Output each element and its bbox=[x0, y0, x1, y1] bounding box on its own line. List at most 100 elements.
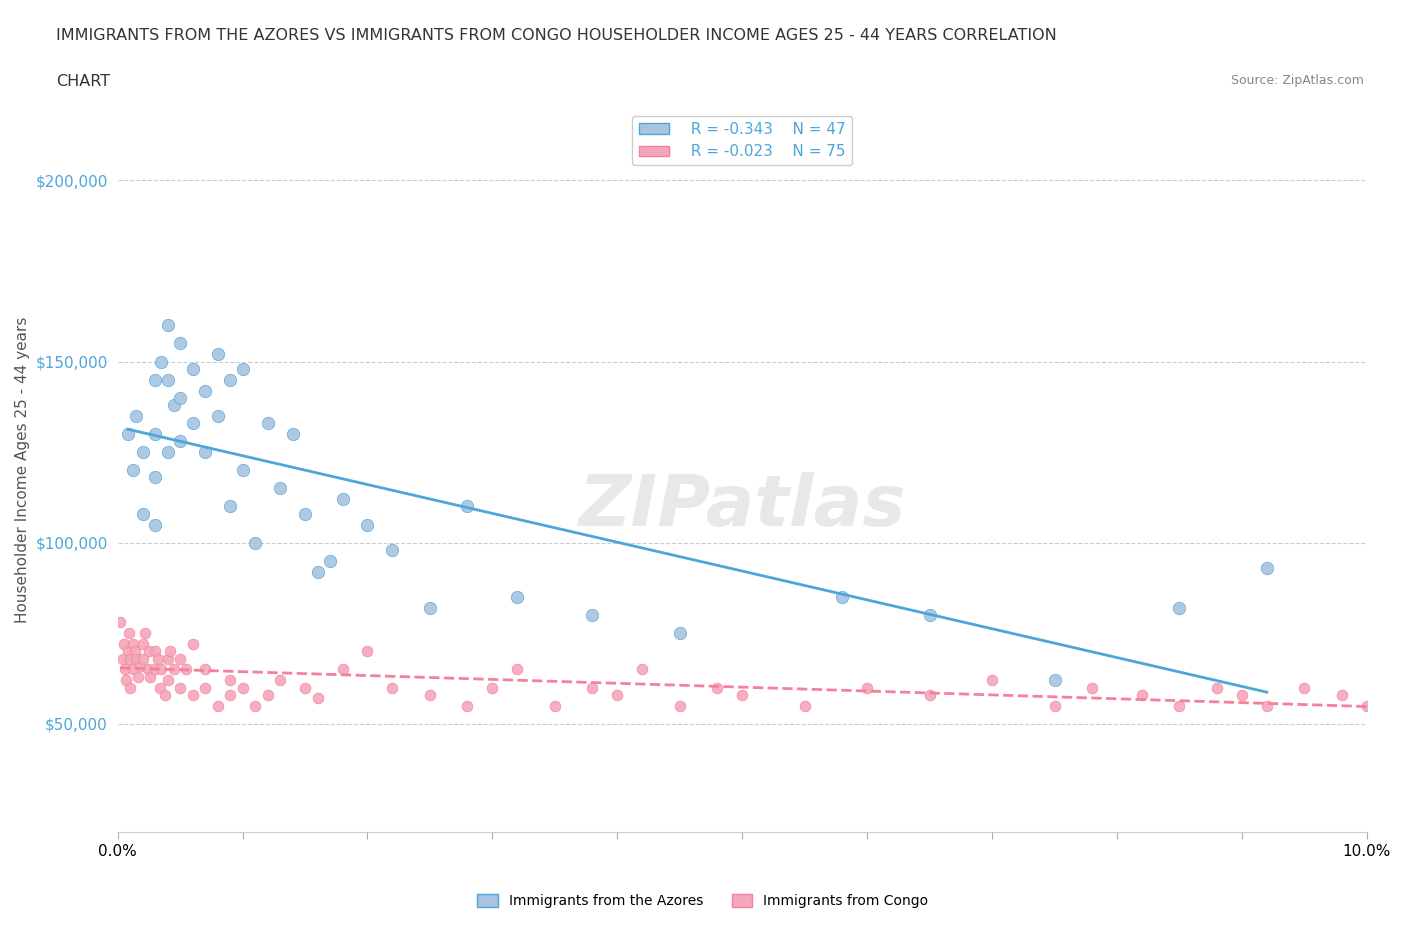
Point bbox=[194, 383, 217, 398]
Point bbox=[120, 651, 142, 666]
Point bbox=[124, 644, 146, 658]
Point bbox=[631, 662, 654, 677]
Point bbox=[831, 590, 853, 604]
Point bbox=[131, 445, 153, 459]
Point bbox=[194, 662, 217, 677]
Text: Source: ZipAtlas.com: Source: ZipAtlas.com bbox=[1230, 74, 1364, 87]
Point bbox=[381, 680, 404, 695]
Point bbox=[219, 372, 242, 387]
Point bbox=[139, 670, 162, 684]
Point bbox=[131, 637, 153, 652]
Point bbox=[581, 607, 603, 622]
Point bbox=[256, 687, 278, 702]
Point bbox=[319, 553, 342, 568]
Point bbox=[456, 698, 478, 713]
Point bbox=[115, 672, 138, 687]
Point bbox=[156, 445, 179, 459]
Point bbox=[1355, 698, 1378, 713]
Point bbox=[131, 506, 153, 521]
Point bbox=[118, 626, 141, 641]
Point bbox=[181, 416, 204, 431]
Point bbox=[219, 672, 242, 687]
Point bbox=[419, 601, 441, 616]
Point bbox=[114, 662, 136, 677]
Point bbox=[731, 687, 754, 702]
Point bbox=[1130, 687, 1153, 702]
Point bbox=[150, 662, 173, 677]
Point bbox=[150, 354, 173, 369]
Point bbox=[181, 362, 204, 377]
Point bbox=[1168, 601, 1191, 616]
Point bbox=[138, 644, 160, 658]
Point bbox=[112, 637, 135, 652]
Point bbox=[207, 347, 229, 362]
Point bbox=[207, 408, 229, 423]
Point bbox=[149, 680, 172, 695]
Point bbox=[256, 416, 278, 431]
Point bbox=[1206, 680, 1229, 695]
Point bbox=[1230, 687, 1253, 702]
Point bbox=[143, 662, 166, 677]
Point bbox=[856, 680, 879, 695]
Point bbox=[153, 687, 176, 702]
Point bbox=[1256, 561, 1278, 576]
Legend: Immigrants from the Azores, Immigrants from Congo: Immigrants from the Azores, Immigrants f… bbox=[472, 889, 934, 914]
Point bbox=[544, 698, 567, 713]
Point bbox=[136, 662, 159, 677]
Point bbox=[1043, 698, 1066, 713]
Point bbox=[121, 637, 143, 652]
Point bbox=[219, 499, 242, 514]
Point bbox=[143, 470, 166, 485]
Point bbox=[156, 372, 179, 387]
Point bbox=[1294, 680, 1316, 695]
Point bbox=[1168, 698, 1191, 713]
Point bbox=[120, 680, 142, 695]
Text: CHART: CHART bbox=[56, 74, 110, 89]
Point bbox=[131, 651, 153, 666]
Point bbox=[506, 590, 529, 604]
Point bbox=[108, 615, 131, 630]
Point bbox=[207, 698, 229, 713]
Point bbox=[356, 517, 378, 532]
Point bbox=[219, 687, 242, 702]
Point bbox=[176, 662, 198, 677]
Point bbox=[117, 644, 139, 658]
Point bbox=[281, 427, 304, 442]
Point bbox=[294, 680, 316, 695]
Point bbox=[156, 318, 179, 333]
Point bbox=[232, 362, 254, 377]
Text: IMMIGRANTS FROM THE AZORES VS IMMIGRANTS FROM CONGO HOUSEHOLDER INCOME AGES 25 -: IMMIGRANTS FROM THE AZORES VS IMMIGRANTS… bbox=[56, 28, 1057, 43]
Point bbox=[294, 506, 316, 521]
Point bbox=[163, 397, 186, 412]
Point bbox=[332, 492, 354, 507]
Point bbox=[243, 698, 266, 713]
Point bbox=[143, 644, 166, 658]
Point bbox=[232, 680, 254, 695]
Point bbox=[269, 481, 291, 496]
Point bbox=[121, 662, 143, 677]
Point bbox=[121, 463, 143, 478]
Point bbox=[307, 691, 329, 706]
Text: ZIPatlas: ZIPatlas bbox=[578, 472, 905, 541]
Point bbox=[169, 433, 191, 448]
Point bbox=[332, 662, 354, 677]
Point bbox=[981, 672, 1004, 687]
Point bbox=[381, 542, 404, 557]
Point bbox=[918, 687, 941, 702]
Point bbox=[143, 372, 166, 387]
Point bbox=[481, 680, 503, 695]
Point bbox=[125, 408, 148, 423]
Point bbox=[1043, 672, 1066, 687]
Point bbox=[194, 680, 217, 695]
Point bbox=[918, 607, 941, 622]
Point bbox=[269, 672, 291, 687]
Point bbox=[581, 680, 603, 695]
Point bbox=[169, 336, 191, 351]
Point bbox=[134, 626, 156, 641]
Point bbox=[1330, 687, 1353, 702]
Point bbox=[668, 626, 690, 641]
Point bbox=[143, 517, 166, 532]
Point bbox=[159, 644, 181, 658]
Point bbox=[307, 565, 329, 579]
Point bbox=[143, 427, 166, 442]
